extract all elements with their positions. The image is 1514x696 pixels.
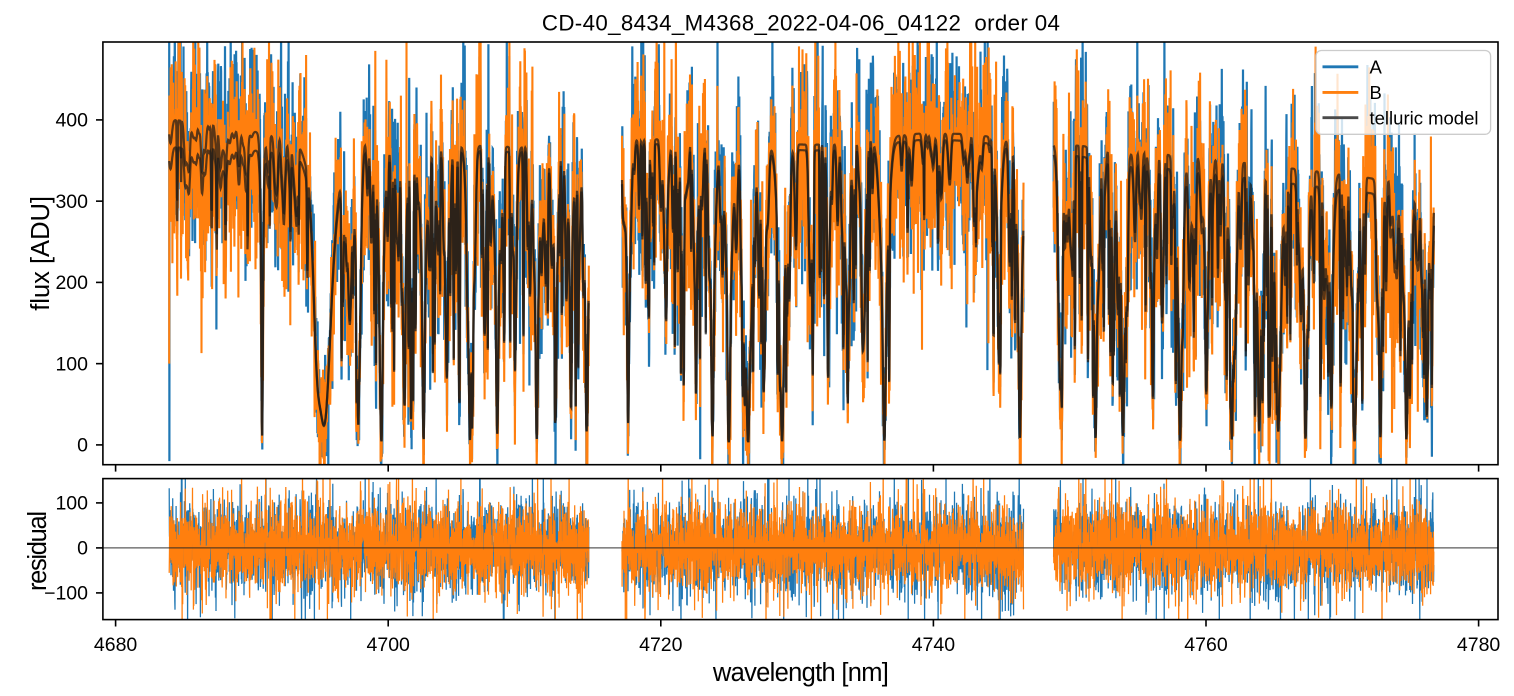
- svg-text:4760: 4760: [1184, 634, 1228, 656]
- svg-text:100: 100: [55, 493, 88, 515]
- svg-text:100: 100: [55, 353, 88, 375]
- svg-text:−100: −100: [44, 583, 88, 605]
- svg-text:400: 400: [55, 110, 88, 132]
- svg-text:flux [ADU]: flux [ADU]: [27, 196, 55, 311]
- svg-text:B: B: [1370, 82, 1382, 103]
- svg-text:200: 200: [55, 272, 88, 294]
- svg-text:A: A: [1370, 57, 1383, 78]
- svg-text:0: 0: [77, 538, 88, 560]
- svg-text:wavelength [nm]: wavelength [nm]: [712, 659, 889, 687]
- svg-text:4680: 4680: [94, 634, 138, 656]
- svg-text:CD-40_8434_M4368_2022-04-06_04: CD-40_8434_M4368_2022-04-06_04122 order …: [542, 11, 1060, 36]
- svg-text:0: 0: [77, 435, 88, 457]
- svg-text:4740: 4740: [912, 634, 956, 656]
- svg-text:300: 300: [55, 191, 88, 213]
- svg-text:4720: 4720: [639, 634, 683, 656]
- svg-text:4780: 4780: [1457, 634, 1501, 656]
- svg-text:telluric model: telluric model: [1370, 107, 1479, 128]
- svg-text:residual: residual: [24, 511, 52, 591]
- svg-text:4700: 4700: [367, 634, 411, 656]
